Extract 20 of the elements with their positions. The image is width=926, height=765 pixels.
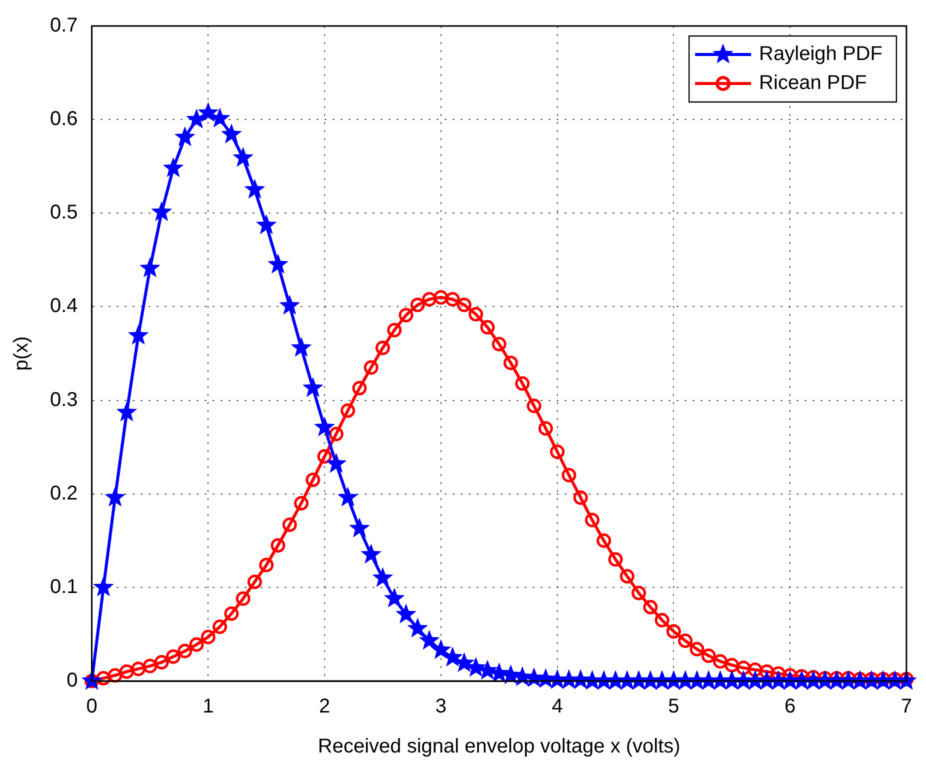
- legend-label: Ricean PDF: [759, 72, 867, 94]
- x-tick-label: 7: [900, 696, 912, 718]
- x-tick-label: 6: [784, 696, 796, 718]
- x-tick-label: 2: [318, 696, 330, 718]
- y-tick-label: 0.4: [50, 295, 78, 318]
- x-tick-label: 5: [668, 696, 680, 718]
- x-tick-label: 3: [435, 696, 446, 718]
- y-tick-label: 0.6: [50, 108, 78, 130]
- x-tick-label: 1: [202, 696, 214, 718]
- y-tick-label: 0: [66, 670, 78, 692]
- x-tick-label: 4: [552, 696, 563, 718]
- x-tick-label: 0: [86, 696, 98, 718]
- y-tick-label: 0.7: [50, 14, 78, 37]
- y-tick-label: 0.5: [50, 202, 78, 224]
- y-axis-title: p(x): [10, 336, 33, 371]
- legend-label: Rayleigh PDF: [759, 43, 882, 66]
- x-axis-title: Received signal envelop voltage x (volts): [318, 736, 680, 758]
- y-tick-label: 0.3: [50, 388, 78, 411]
- y-tick-label: 0.2: [50, 482, 78, 504]
- y-tick-label: 0.1: [50, 576, 78, 598]
